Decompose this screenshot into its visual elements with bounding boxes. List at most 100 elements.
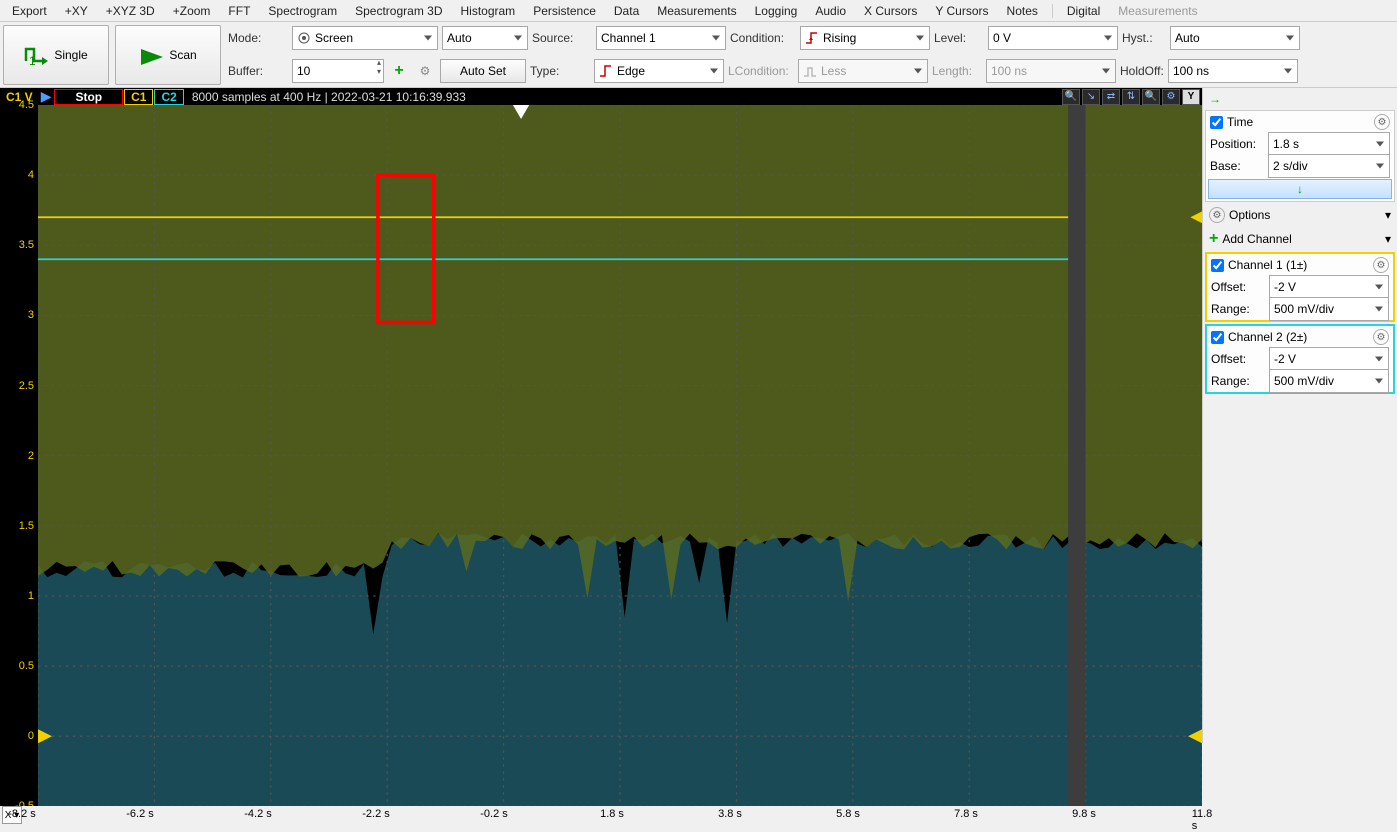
ch2-range-value: 500 mV/div: [1274, 374, 1334, 388]
scope-wrap: C1 V ▶ Stop C1 C2 8000 samples at 400 Hz…: [0, 88, 1202, 743]
ch2-gear-icon[interactable]: ⚙: [1373, 329, 1389, 345]
autoset-button[interactable]: Auto Set: [440, 59, 526, 83]
hyst-select[interactable]: Auto: [1170, 26, 1300, 50]
add-buffer-icon[interactable]: +: [388, 60, 410, 82]
c1-chip[interactable]: C1: [124, 89, 153, 105]
hyst-label: Hyst.:: [1122, 31, 1166, 45]
autoset-label: Auto Set: [460, 64, 506, 78]
ch1-range-label: Range:: [1211, 302, 1265, 316]
ch1-offset-label: Offset:: [1211, 280, 1265, 294]
time-base-select[interactable]: 2 s/div: [1268, 154, 1390, 178]
auto-select[interactable]: Auto: [442, 26, 528, 50]
time-gear-icon[interactable]: ⚙: [1374, 114, 1390, 130]
time-base-value: 2 s/div: [1273, 159, 1308, 173]
level-select[interactable]: 0 V: [988, 26, 1118, 50]
ch1-offset-select[interactable]: -2 V: [1269, 275, 1389, 299]
condition-select[interactable]: Rising: [800, 26, 930, 50]
time-center-button[interactable]: ↓: [1208, 179, 1392, 199]
menu-xcursors[interactable]: X Cursors: [856, 2, 925, 20]
type-select[interactable]: Edge: [594, 59, 724, 83]
length-label: Length:: [932, 64, 982, 78]
tool-zoom-icon[interactable]: 🔍: [1062, 89, 1080, 105]
menu-digital[interactable]: Digital: [1059, 2, 1108, 20]
buffer-gear-icon[interactable]: ⚙: [414, 60, 436, 82]
add-channel-label: Add Channel: [1222, 232, 1291, 246]
play-icon[interactable]: ▶: [39, 88, 54, 105]
time-base-label: Base:: [1210, 159, 1264, 173]
menu-zoom[interactable]: +Zoom: [165, 2, 219, 20]
level-label: Level:: [934, 31, 984, 45]
y-axis: -0.500.511.522.533.544.5: [0, 105, 38, 806]
time-position-select[interactable]: 1.8 s: [1268, 132, 1390, 156]
hyst-value: Auto: [1175, 31, 1200, 45]
ch1-gear-icon[interactable]: ⚙: [1373, 257, 1389, 273]
options-chevron-icon: ▾: [1385, 208, 1391, 222]
mode-label: Mode:: [228, 31, 288, 45]
lcondition-value: Less: [821, 64, 846, 78]
menu-ycursors[interactable]: Y Cursors: [927, 2, 996, 20]
menu-data[interactable]: Data: [606, 2, 647, 20]
mode-select[interactable]: Screen: [292, 26, 438, 50]
holdoff-select[interactable]: 100 ns: [1168, 59, 1298, 83]
menu-xy[interactable]: +XY: [57, 2, 96, 20]
type-label: Type:: [530, 64, 590, 78]
ch2-checkbox[interactable]: [1211, 331, 1224, 344]
ch1-range-select[interactable]: 500 mV/div: [1269, 297, 1389, 321]
ch1-checkbox[interactable]: [1211, 259, 1224, 272]
time-checkbox[interactable]: [1210, 116, 1223, 129]
options-row[interactable]: ⚙ Options ▾: [1205, 204, 1395, 226]
single-icon: 1: [24, 43, 48, 67]
menubar: Export +XY +XYZ 3D +Zoom FFT Spectrogram…: [0, 0, 1397, 22]
time-header-row: Time ⚙: [1206, 111, 1394, 133]
menu-histogram[interactable]: Histogram: [453, 2, 524, 20]
scan-icon: [139, 43, 163, 67]
ch2-range-select[interactable]: 500 mV/div: [1269, 369, 1389, 393]
menu-export[interactable]: Export: [4, 2, 55, 20]
ch1-offset-value: -2 V: [1274, 280, 1296, 294]
lcondition-label: LCondition:: [728, 64, 794, 78]
x-axis: X ▾ -8.2 s-6.2 s-4.2 s-2.2 s-0.2 s1.8 s3…: [0, 806, 1202, 824]
menu-notes[interactable]: Notes: [999, 2, 1046, 20]
tool-c-icon[interactable]: ⇅: [1122, 89, 1140, 105]
menu-measurements[interactable]: Measurements: [649, 2, 744, 20]
ch1-range-value: 500 mV/div: [1274, 302, 1334, 316]
y-toggle[interactable]: Y: [1182, 89, 1200, 105]
ch2-range-label: Range:: [1211, 374, 1265, 388]
tool-d-icon[interactable]: 🔍: [1142, 89, 1160, 105]
toolbar: 1 Single Scan Mode: Screen Auto Source: …: [0, 22, 1397, 88]
menu-audio[interactable]: Audio: [807, 2, 854, 20]
menu-persistence[interactable]: Persistence: [525, 2, 604, 20]
buffer-spinner[interactable]: 10: [292, 59, 384, 83]
scan-button[interactable]: Scan: [115, 25, 221, 85]
c2-chip[interactable]: C2: [154, 89, 183, 105]
menu-xyz3d[interactable]: +XYZ 3D: [98, 2, 163, 20]
plot-canvas[interactable]: [38, 105, 1202, 806]
holdoff-label: HoldOff:: [1120, 64, 1164, 78]
auto-value: Auto: [447, 31, 472, 45]
ch2-offset-value: -2 V: [1274, 352, 1296, 366]
tool-a-icon[interactable]: ↘: [1082, 89, 1100, 105]
add-channel-chevron-icon: ▾: [1385, 232, 1391, 246]
source-select[interactable]: Channel 1: [596, 26, 726, 50]
menu-logging[interactable]: Logging: [747, 2, 806, 20]
plot-area: -0.500.511.522.533.544.5: [0, 105, 1202, 806]
menu-fft[interactable]: FFT: [220, 2, 258, 20]
time-position-label: Position:: [1210, 137, 1264, 151]
time-title: Time: [1227, 115, 1253, 129]
tool-b-icon[interactable]: ⇄: [1102, 89, 1120, 105]
add-channel-row[interactable]: + Add Channel ▾: [1205, 228, 1395, 250]
tool-gear-icon[interactable]: ⚙: [1162, 89, 1180, 105]
menu-spectrogram3d[interactable]: Spectrogram 3D: [347, 2, 450, 20]
scan-label: Scan: [169, 48, 196, 62]
level-value: 0 V: [993, 31, 1011, 45]
lcondition-select: Less: [798, 59, 928, 83]
less-icon: [803, 64, 817, 78]
channel1-section: Channel 1 (1±) ⚙ Offset: -2 V Range: 500…: [1205, 252, 1395, 322]
right-panel: → Time ⚙ Position: 1.8 s Base: 2 s/div ↓…: [1202, 88, 1397, 743]
menu-spectrogram[interactable]: Spectrogram: [260, 2, 345, 20]
ch2-offset-select[interactable]: -2 V: [1269, 347, 1389, 371]
single-button[interactable]: 1 Single: [3, 25, 109, 85]
rpanel-arrow-icon[interactable]: →: [1209, 92, 1221, 106]
stop-chip[interactable]: Stop: [54, 89, 123, 105]
status-tools: 🔍 ↘ ⇄ ⇅ 🔍 ⚙ Y: [1062, 89, 1202, 105]
